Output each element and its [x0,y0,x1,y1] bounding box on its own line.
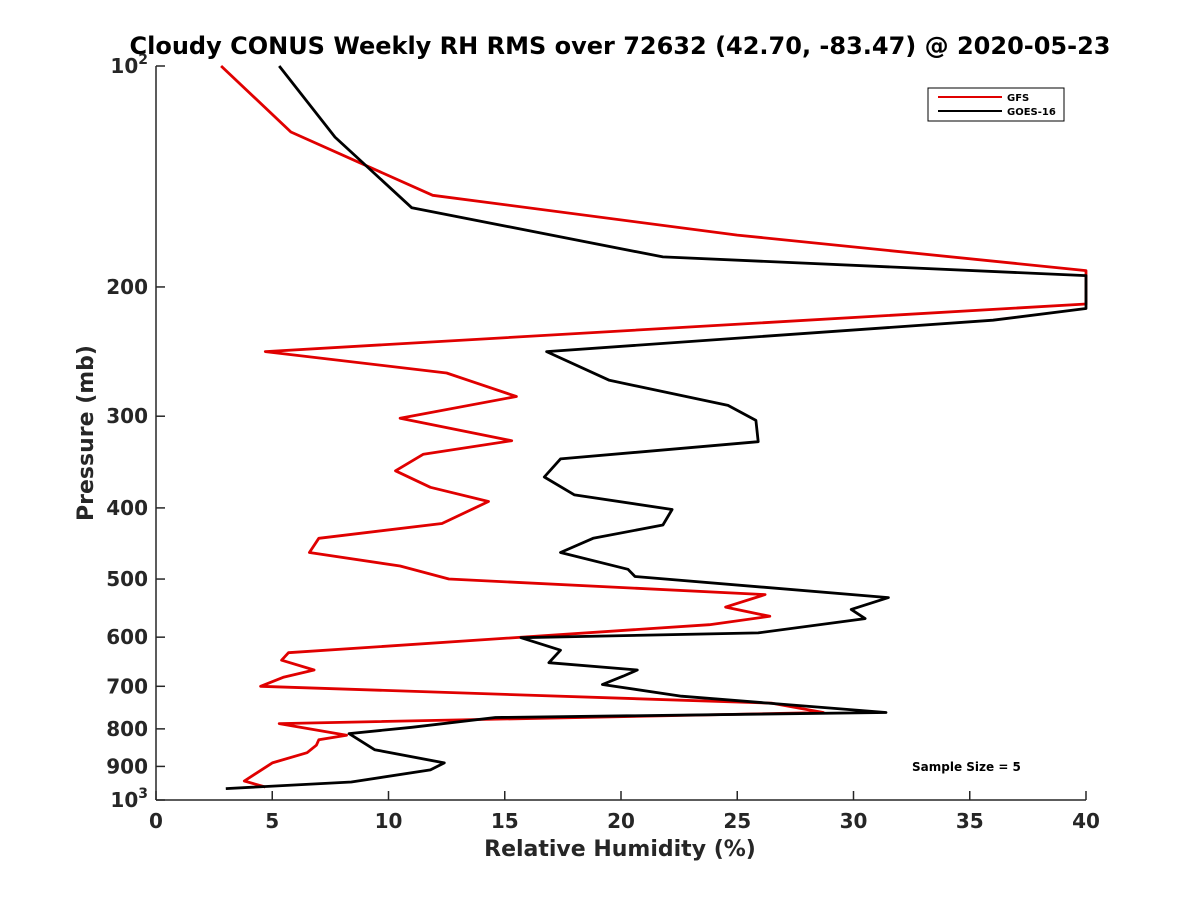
y-tick-label: 900 [106,754,148,778]
series-line-goes16 [225,65,1088,790]
x-tick-label: 30 [840,809,868,833]
y-tick-label: 500 [106,567,148,591]
y-tick-label: 103 [110,786,148,812]
y-axis-ticks: 102 200 300 400 500 600 700 800 900 103 [106,52,165,812]
y-axis-label: Pressure (mb) [74,345,99,521]
y-tick-label: 200 [106,275,148,299]
x-tick-label: 20 [607,809,635,833]
legend-box [927,87,1065,122]
legend-label-gfs: GFS [1007,93,1029,104]
legend: GFS GOES-16 [927,87,1065,122]
plot-area [156,66,1086,800]
y-tick-label: 700 [106,674,148,698]
chart-title: Cloudy CONUS Weekly RH RMS over 72632 (4… [130,32,1111,60]
sample-size-annotation: Sample Size = 5 [912,760,1021,774]
x-tick-label: 0 [149,809,163,833]
x-tick-label: 25 [723,809,751,833]
x-tick-label: 15 [491,809,519,833]
series-line-gfs [220,64,1088,789]
x-tick-label: 10 [375,809,403,833]
y-tick-label: 102 [110,52,148,78]
x-axis-ticks: 0 5 10 15 20 25 30 35 40 [149,791,1100,833]
x-tick-label: 5 [265,809,279,833]
y-tick-label: 400 [106,496,148,520]
x-tick-label: 40 [1072,809,1100,833]
legend-label-goes16: GOES-16 [1007,107,1056,118]
y-tick-label: 300 [106,404,148,428]
x-axis-label: Relative Humidity (%) [484,837,756,862]
y-tick-label: 800 [106,717,148,741]
x-tick-label: 35 [956,809,984,833]
y-tick-label: 600 [106,625,148,649]
series-lines [220,64,1088,790]
